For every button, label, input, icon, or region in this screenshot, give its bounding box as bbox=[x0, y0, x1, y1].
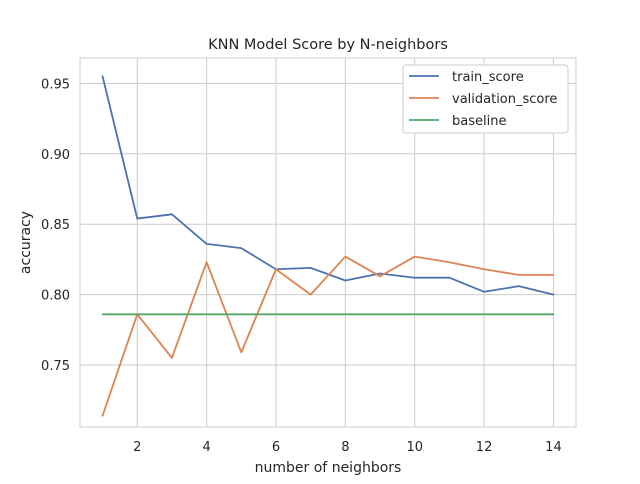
y-tick-label: 0.85 bbox=[41, 218, 70, 233]
x-axis-label: number of neighbors bbox=[255, 460, 402, 476]
y-tick-label: 0.90 bbox=[41, 148, 70, 163]
x-tick-label: 10 bbox=[406, 440, 423, 455]
x-tick-label: 12 bbox=[476, 440, 493, 455]
y-tick-label: 0.75 bbox=[41, 359, 70, 374]
y-tick-label: 0.95 bbox=[41, 77, 70, 92]
tick-labels: 2 4 6 8 10 12 14 0.75 0.80 0.85 0.90 0.95 bbox=[41, 77, 562, 455]
x-tick-label: 8 bbox=[341, 440, 349, 455]
series-lines bbox=[101, 75, 555, 417]
y-tick-label: 0.80 bbox=[41, 289, 70, 304]
legend-label-baseline: baseline bbox=[452, 114, 506, 129]
legend-box bbox=[402, 64, 569, 134]
legend: train_score validation_score baseline bbox=[402, 64, 569, 134]
grid-lines bbox=[80, 58, 576, 427]
x-tick-label: 4 bbox=[202, 440, 210, 455]
x-tick-label: 6 bbox=[272, 440, 280, 455]
y-axis-label: accuracy bbox=[18, 211, 34, 274]
chart-title: KNN Model Score by N-neighbors bbox=[208, 37, 448, 53]
legend-entries: train_score validation_score baseline bbox=[409, 70, 557, 129]
x-tick-label: 14 bbox=[545, 440, 562, 455]
legend-label-train-score: train_score bbox=[452, 70, 524, 85]
x-tick-label: 2 bbox=[133, 440, 141, 455]
plot-area-border bbox=[79, 57, 577, 428]
legend-label-validation-score: validation_score bbox=[452, 92, 557, 107]
series-line-validation-score bbox=[101, 255, 555, 417]
series-line-train-score bbox=[101, 75, 555, 296]
